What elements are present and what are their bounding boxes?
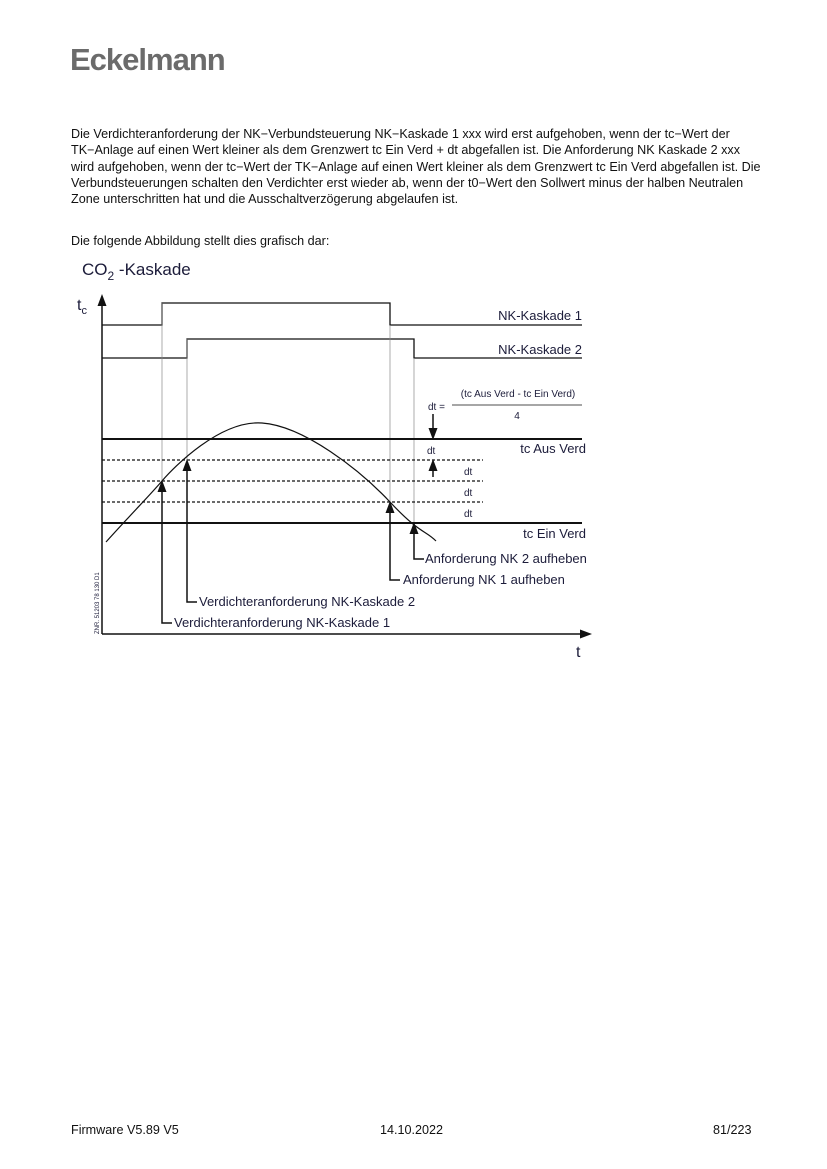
nk2-label: NK-Kaskade 2	[498, 342, 582, 357]
dt-label-1: dt	[427, 446, 436, 457]
drawing-number: ZNR. 51203 78 130 D1	[95, 572, 101, 634]
figure-title: CO2 -Kaskade	[82, 260, 191, 283]
formula-numerator: (tc Aus Verd - tc Ein Verd)	[461, 389, 576, 400]
footer-page-number: 81/223	[713, 1123, 752, 1137]
tc-curve	[105, 422, 437, 543]
eckelmann-logo: Eckelmann	[70, 42, 226, 77]
guide-lines	[161, 303, 415, 523]
tc-aus-verd-label: tc Aus Verd	[520, 441, 586, 456]
nk1-label: NK-Kaskade 1	[498, 308, 582, 323]
tc-ein-verd-label: tc Ein Verd	[523, 526, 586, 541]
event-arrows	[157, 414, 438, 624]
nk1-signal	[102, 302, 582, 326]
nk2-signal	[102, 338, 582, 359]
footer-firmware: Firmware V5.89 V5	[71, 1123, 179, 1137]
label-vd1: Verdichteranforderung NK-Kaskade 1	[174, 615, 390, 630]
y-axis-label: tc	[77, 297, 87, 317]
dt-label-4: dt	[464, 509, 473, 520]
dt-label-3: dt	[464, 488, 473, 499]
dt-dashed-lines	[102, 459, 483, 503]
formula-denominator: 4	[514, 411, 520, 422]
label-anf-nk2: Anforderung NK 2 aufheben	[425, 551, 587, 566]
figure-intro: Die folgende Abbildung stellt dies grafi…	[71, 234, 330, 248]
dt-label-2: dt	[464, 467, 473, 478]
x-axis-label: t	[576, 644, 581, 661]
footer-date: 14.10.2022	[380, 1123, 444, 1137]
label-vd2: Verdichteranforderung NK-Kaskade 2	[199, 594, 415, 609]
label-anf-nk1: Anforderung NK 1 aufheben	[403, 572, 565, 587]
formula-lhs: dt =	[428, 402, 445, 413]
body-paragraph: Die Verdichteranforderung der NK−Verbund…	[71, 127, 761, 207]
